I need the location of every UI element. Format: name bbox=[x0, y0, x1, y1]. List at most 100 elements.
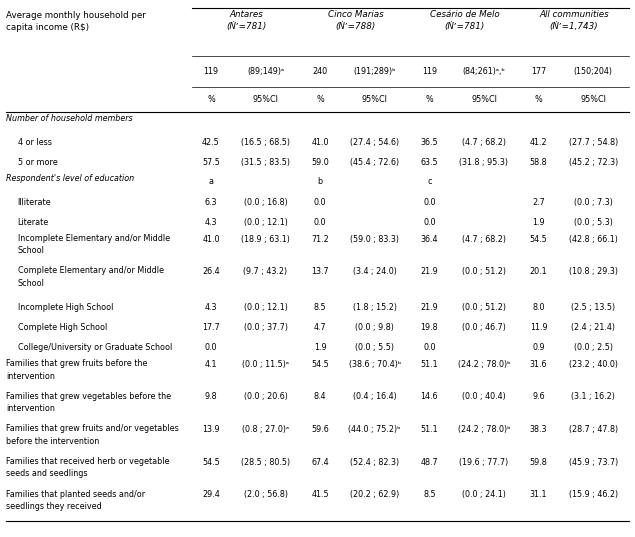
Text: (0.0 ; 16.8): (0.0 ; 16.8) bbox=[244, 198, 288, 207]
Text: (19.6 ; 77.7): (19.6 ; 77.7) bbox=[459, 458, 509, 467]
Text: (24.2 ; 78.0)ᵇ: (24.2 ; 78.0)ᵇ bbox=[458, 425, 511, 434]
Text: 21.9: 21.9 bbox=[420, 267, 438, 276]
Text: (4.7 ; 68.2): (4.7 ; 68.2) bbox=[462, 235, 506, 243]
Text: (2.0 ; 56.8): (2.0 ; 56.8) bbox=[243, 490, 288, 499]
Text: Complete High School: Complete High School bbox=[18, 323, 107, 332]
Text: 31.1: 31.1 bbox=[530, 490, 547, 499]
Text: 14.6: 14.6 bbox=[420, 393, 438, 401]
Text: 0.0: 0.0 bbox=[423, 217, 436, 227]
Text: 41.0: 41.0 bbox=[202, 235, 220, 243]
Text: (0.0 ; 7.3): (0.0 ; 7.3) bbox=[573, 198, 613, 207]
Text: 20.1: 20.1 bbox=[530, 267, 547, 276]
Text: 0.0: 0.0 bbox=[314, 217, 326, 227]
Text: (45.2 ; 72.3): (45.2 ; 72.3) bbox=[568, 158, 618, 166]
Text: (191;289)ᵇ: (191;289)ᵇ bbox=[354, 67, 396, 76]
Text: 0.0: 0.0 bbox=[423, 343, 436, 352]
Text: 54.5: 54.5 bbox=[530, 235, 547, 243]
Text: 95%CI: 95%CI bbox=[580, 95, 606, 104]
Text: 11.9: 11.9 bbox=[530, 323, 547, 332]
Text: 63.5: 63.5 bbox=[420, 158, 438, 166]
Text: Average monthly household per
capita income (R$): Average monthly household per capita inc… bbox=[6, 11, 146, 32]
Text: 38.3: 38.3 bbox=[530, 425, 547, 434]
Text: (0.0 ; 11.5)ᵃ: (0.0 ; 11.5)ᵃ bbox=[242, 360, 289, 369]
Text: Cesário de Melo
(Ṅʼ=781): Cesário de Melo (Ṅʼ=781) bbox=[430, 10, 500, 31]
Text: Antares
(Ṅʼ=781): Antares (Ṅʼ=781) bbox=[226, 10, 267, 31]
Text: (0.0 ; 2.5): (0.0 ; 2.5) bbox=[573, 343, 613, 352]
Text: (15.9 ; 46.2): (15.9 ; 46.2) bbox=[568, 490, 618, 499]
Text: Number of household members: Number of household members bbox=[6, 114, 133, 123]
Text: 0.0: 0.0 bbox=[314, 198, 326, 207]
Text: Families that grew fruits and/or vegetables
before the intervention: Families that grew fruits and/or vegetab… bbox=[6, 424, 179, 446]
Text: 95%CI: 95%CI bbox=[253, 95, 279, 104]
Text: 17.7: 17.7 bbox=[202, 323, 220, 332]
Text: (0.0 ; 9.8): (0.0 ; 9.8) bbox=[356, 323, 394, 332]
Text: 41.5: 41.5 bbox=[311, 490, 329, 499]
Text: 59.0: 59.0 bbox=[311, 158, 329, 166]
Text: (2.5 ; 13.5): (2.5 ; 13.5) bbox=[571, 303, 615, 312]
Text: (18.9 ; 63.1): (18.9 ; 63.1) bbox=[241, 235, 290, 243]
Text: (31.5 ; 83.5): (31.5 ; 83.5) bbox=[241, 158, 290, 166]
Text: 4.3: 4.3 bbox=[204, 303, 217, 312]
Text: 4.1: 4.1 bbox=[204, 360, 217, 369]
Text: 0.0: 0.0 bbox=[423, 198, 436, 207]
Text: Incomplete Elementary and/or Middle
School: Incomplete Elementary and/or Middle Scho… bbox=[18, 234, 170, 255]
Text: 5 or more: 5 or more bbox=[18, 158, 57, 166]
Text: (42.8 ; 66.1): (42.8 ; 66.1) bbox=[569, 235, 618, 243]
Text: %: % bbox=[207, 95, 215, 104]
Text: (9.7 ; 43.2): (9.7 ; 43.2) bbox=[243, 267, 288, 276]
Text: Families that planted seeds and/or
seedlings they received: Families that planted seeds and/or seedl… bbox=[6, 490, 145, 511]
Text: (31.8 ; 95.3): (31.8 ; 95.3) bbox=[460, 158, 509, 166]
Text: (0.0 ; 5.5): (0.0 ; 5.5) bbox=[355, 343, 394, 352]
Text: (0.8 ; 27.0)ᵃ: (0.8 ; 27.0)ᵃ bbox=[242, 425, 289, 434]
Text: Families that grew fruits before the
intervention: Families that grew fruits before the int… bbox=[6, 359, 148, 381]
Text: Illiterate: Illiterate bbox=[18, 198, 51, 207]
Text: 119: 119 bbox=[203, 67, 218, 76]
Text: (45.9 ; 73.7): (45.9 ; 73.7) bbox=[568, 458, 618, 467]
Text: 6.3: 6.3 bbox=[204, 198, 217, 207]
Text: 95%CI: 95%CI bbox=[362, 95, 387, 104]
Text: 59.8: 59.8 bbox=[530, 458, 547, 467]
Text: (3.4 ; 24.0): (3.4 ; 24.0) bbox=[353, 267, 397, 276]
Text: All communities
(Ṅʼ=1,743): All communities (Ṅʼ=1,743) bbox=[539, 10, 609, 31]
Text: (28.5 ; 80.5): (28.5 ; 80.5) bbox=[241, 458, 290, 467]
Text: (0.0 ; 12.1): (0.0 ; 12.1) bbox=[244, 303, 288, 312]
Text: (27.7 ; 54.8): (27.7 ; 54.8) bbox=[568, 137, 618, 147]
Text: 95%CI: 95%CI bbox=[471, 95, 497, 104]
Text: 29.4: 29.4 bbox=[202, 490, 220, 499]
Text: (44.0 ; 75.2)ᵇ: (44.0 ; 75.2)ᵇ bbox=[349, 425, 401, 434]
Text: 8.5: 8.5 bbox=[314, 303, 326, 312]
Text: (0.0 ; 37.7): (0.0 ; 37.7) bbox=[243, 323, 288, 332]
Text: Incomplete High School: Incomplete High School bbox=[18, 303, 113, 312]
Text: (1.8 ; 15.2): (1.8 ; 15.2) bbox=[352, 303, 397, 312]
Text: Families that grew vegetables before the
intervention: Families that grew vegetables before the… bbox=[6, 391, 171, 413]
Text: 54.5: 54.5 bbox=[311, 360, 329, 369]
Text: Complete Elementary and/or Middle
School: Complete Elementary and/or Middle School bbox=[18, 266, 164, 288]
Text: 41.2: 41.2 bbox=[530, 137, 547, 147]
Text: 0.9: 0.9 bbox=[532, 343, 545, 352]
Text: 21.9: 21.9 bbox=[420, 303, 438, 312]
Text: %: % bbox=[425, 95, 433, 104]
Text: 0.0: 0.0 bbox=[204, 343, 217, 352]
Text: (16.5 ; 68.5): (16.5 ; 68.5) bbox=[241, 137, 290, 147]
Text: (24.2 ; 78.0)ᵇ: (24.2 ; 78.0)ᵇ bbox=[458, 360, 511, 369]
Text: 54.5: 54.5 bbox=[202, 458, 220, 467]
Text: 36.4: 36.4 bbox=[420, 235, 438, 243]
Text: 59.6: 59.6 bbox=[311, 425, 329, 434]
Text: 8.5: 8.5 bbox=[423, 490, 436, 499]
Text: (20.2 ; 62.9): (20.2 ; 62.9) bbox=[350, 490, 399, 499]
Text: 71.2: 71.2 bbox=[311, 235, 329, 243]
Text: b: b bbox=[318, 177, 323, 186]
Text: 4.7: 4.7 bbox=[314, 323, 326, 332]
Text: 42.5: 42.5 bbox=[202, 137, 220, 147]
Text: a: a bbox=[208, 177, 213, 186]
Text: 8.0: 8.0 bbox=[532, 303, 545, 312]
Text: 51.1: 51.1 bbox=[420, 360, 438, 369]
Text: Literate: Literate bbox=[18, 217, 49, 227]
Text: (0.0 ; 51.2): (0.0 ; 51.2) bbox=[462, 267, 506, 276]
Text: 58.8: 58.8 bbox=[530, 158, 547, 166]
Text: 31.6: 31.6 bbox=[530, 360, 547, 369]
Text: 1.9: 1.9 bbox=[532, 217, 545, 227]
Text: (45.4 ; 72.6): (45.4 ; 72.6) bbox=[350, 158, 399, 166]
Text: 4 or less: 4 or less bbox=[18, 137, 51, 147]
Text: 57.5: 57.5 bbox=[202, 158, 220, 166]
